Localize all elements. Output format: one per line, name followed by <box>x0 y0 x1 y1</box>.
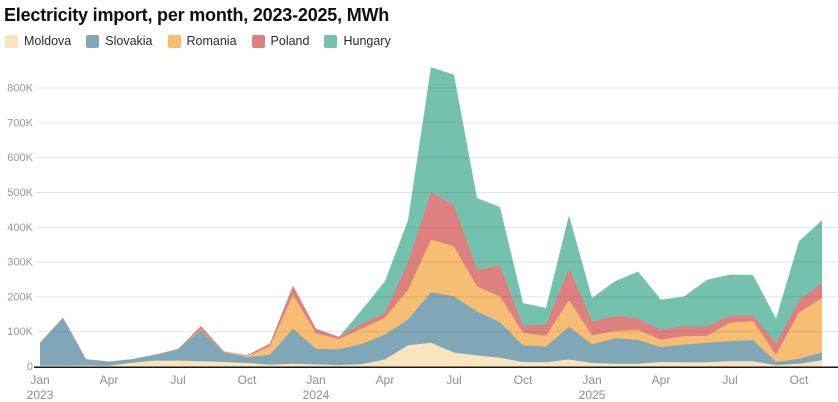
slovakia-swatch <box>86 35 100 48</box>
legend-item-slovakia[interactable]: Slovakia <box>86 34 153 48</box>
x-tick-label: Jul <box>722 373 737 387</box>
y-tick-label: 600K <box>7 152 33 164</box>
y-tick-label: 700K <box>7 117 33 129</box>
legend-item-moldova[interactable]: Moldova <box>5 35 71 48</box>
area-moldova[interactable] <box>40 342 822 367</box>
y-tick-label: 0 <box>27 361 33 373</box>
legend-item-hungary[interactable]: Hungary <box>324 34 391 48</box>
legend-item-poland[interactable]: Poland <box>251 34 310 48</box>
moldova-swatch <box>5 35 18 48</box>
legend: Moldova Slovakia Romania Poland Hungary <box>5 35 406 48</box>
y-tick-label: 300K <box>7 257 33 269</box>
x-tick-year-label: 2023 <box>27 388 54 402</box>
romania-swatch <box>167 35 181 48</box>
poland-swatch <box>251 35 265 48</box>
chart-title: Electricity import, per month, 2023-2025… <box>4 5 390 25</box>
y-tick-label: 200K <box>7 291 33 303</box>
y-tick-label: 500K <box>7 187 33 199</box>
x-tick-label: Jul <box>446 373 461 387</box>
x-tick-label: Apr <box>100 373 119 387</box>
legend-label: Romania <box>186 34 237 48</box>
y-tick-label: 100K <box>7 326 33 338</box>
x-tick-year-label: 2024 <box>303 388 330 402</box>
x-tick-label: Oct <box>514 373 533 387</box>
legend-label: Slovakia <box>105 34 153 48</box>
legend-label: Poland <box>270 34 310 48</box>
area-slovakia[interactable] <box>40 292 822 367</box>
legend-label: Moldova <box>24 34 72 48</box>
x-tick-label: Oct <box>790 373 809 387</box>
y-tick-label: 800K <box>7 83 33 95</box>
legend-label: Hungary <box>343 34 391 48</box>
y-tick-label: 400K <box>7 222 33 234</box>
x-tick-label: Jan <box>582 373 601 387</box>
x-tick-label: Jul <box>170 373 185 387</box>
chart-header: Electricity import, per month, 2023-2025… <box>4 4 406 48</box>
x-tick-label: Jan <box>306 373 325 387</box>
x-tick-label: Jan <box>30 373 49 387</box>
x-tick-label: Oct <box>238 373 257 387</box>
hungary-swatch <box>324 35 338 48</box>
legend-item-romania[interactable]: Romania <box>167 34 237 48</box>
x-tick-label: Apr <box>376 373 395 387</box>
x-tick-year-label: 2025 <box>579 388 606 402</box>
x-tick-label: Apr <box>652 373 671 387</box>
